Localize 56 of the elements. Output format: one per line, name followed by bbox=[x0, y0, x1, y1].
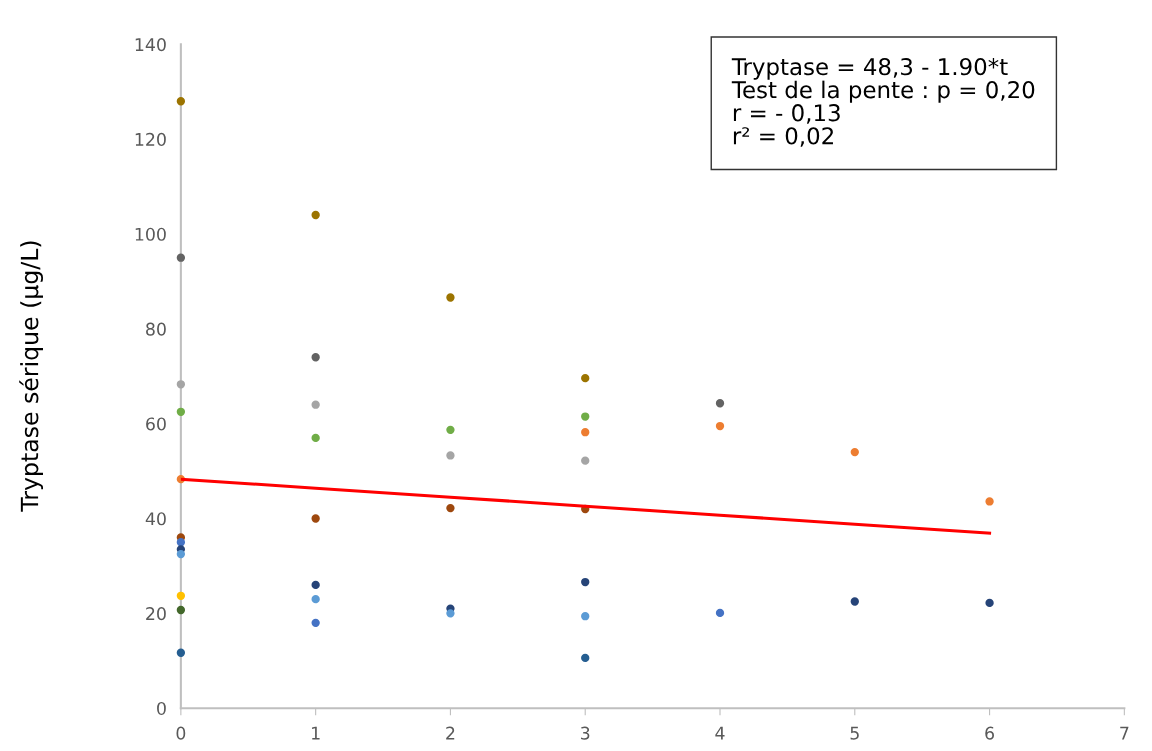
point bbox=[850, 447, 859, 457]
point bbox=[311, 210, 320, 220]
point bbox=[581, 577, 590, 587]
y-tick-label: 80 bbox=[146, 322, 166, 336]
y-tick-label: 0 bbox=[157, 701, 166, 716]
x-tick-label: 7 bbox=[1120, 726, 1129, 740]
point bbox=[581, 653, 590, 663]
point bbox=[311, 580, 320, 590]
point bbox=[311, 514, 320, 523]
y-axis-title: Tryptase sérique (µg/L) bbox=[19, 241, 43, 512]
annotation: Test de la pente : p = 0,20 bbox=[731, 80, 1035, 103]
x-tick-label: 6 bbox=[985, 726, 994, 740]
point bbox=[715, 608, 725, 618]
x-tick-label: 1 bbox=[312, 726, 320, 740]
annotation: Tryptase = 48,3 - 1.90*t bbox=[731, 57, 1008, 80]
point bbox=[176, 549, 186, 559]
point bbox=[446, 293, 455, 302]
point bbox=[176, 253, 186, 262]
y-tick-label: 100 bbox=[135, 227, 166, 241]
point bbox=[715, 421, 725, 431]
annotation: r = - 0,13 bbox=[733, 104, 840, 124]
point bbox=[176, 97, 186, 106]
y-tick-label: 20 bbox=[146, 607, 166, 621]
x-tick-label: 5 bbox=[850, 726, 859, 740]
point bbox=[581, 612, 590, 621]
y-tick-label: 120 bbox=[135, 132, 166, 146]
point bbox=[311, 353, 320, 362]
y-tick-label: 140 bbox=[135, 38, 166, 52]
point bbox=[715, 399, 725, 408]
point bbox=[985, 497, 994, 506]
point bbox=[176, 591, 186, 600]
x-tick-label: 4 bbox=[715, 726, 725, 740]
point bbox=[311, 618, 320, 627]
point bbox=[850, 597, 859, 606]
annotation: r² = 0,02 bbox=[733, 127, 833, 147]
point bbox=[581, 428, 590, 437]
x-tick-label: 2 bbox=[446, 726, 455, 740]
point bbox=[985, 598, 994, 608]
point bbox=[446, 425, 455, 434]
point bbox=[581, 373, 590, 383]
point bbox=[311, 433, 320, 443]
point bbox=[446, 609, 455, 618]
point bbox=[581, 412, 590, 421]
y-tick-label: 60 bbox=[146, 417, 166, 431]
point bbox=[446, 451, 455, 460]
point bbox=[176, 605, 186, 615]
point bbox=[311, 400, 320, 409]
point bbox=[176, 407, 186, 416]
x-tick-label: 3 bbox=[581, 726, 590, 740]
y-tick-label: 40 bbox=[145, 512, 166, 526]
point bbox=[311, 594, 320, 604]
point bbox=[176, 380, 186, 389]
point bbox=[581, 456, 590, 465]
x-tick-label: 0 bbox=[176, 726, 186, 740]
point bbox=[176, 648, 186, 657]
point bbox=[446, 503, 455, 513]
